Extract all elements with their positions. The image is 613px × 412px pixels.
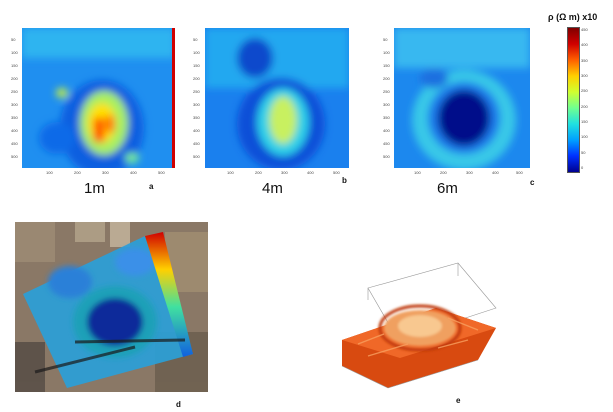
y-tick: 400 (193, 128, 200, 133)
x-tick: 500 (333, 170, 340, 175)
y-tick: 150 (383, 63, 390, 68)
x-tick: 400 (492, 170, 499, 175)
y-tick: 200 (11, 76, 18, 81)
y-tick: 250 (193, 89, 200, 94)
panel-letter-d: d (176, 400, 181, 409)
y-tick: 50 (193, 37, 198, 42)
y-tick: 150 (11, 63, 18, 68)
y-tick: 400 (11, 128, 18, 133)
y-tick: 100 (383, 50, 390, 55)
panel-letter-b: b (342, 176, 347, 185)
y-tick: 150 (193, 63, 200, 68)
resistivity-3d-model-image (341, 262, 497, 389)
x-tick: 300 (281, 170, 288, 175)
resistivity-map-4m-image (205, 28, 349, 168)
y-tick: 350 (383, 115, 390, 120)
y-tick: 350 (11, 115, 18, 120)
y-tick: 500 (11, 154, 18, 159)
resistivity-map-6m (394, 28, 530, 168)
x-tick: 400 (130, 170, 137, 175)
resistivity-map-1m (22, 28, 175, 168)
x-tick: 200 (74, 170, 81, 175)
depth-label-6m: 6m (437, 180, 458, 197)
y-tick: 100 (193, 50, 200, 55)
x-tick: 100 (414, 170, 421, 175)
depth-label-4m: 4m (262, 180, 283, 197)
aerial-overlay-photo (15, 222, 208, 392)
colorbar-tick: 100 (581, 134, 588, 139)
colorbar (567, 27, 580, 173)
y-tick: 500 (193, 154, 200, 159)
resistivity-map-1m-image (22, 28, 175, 168)
x-tick: 100 (46, 170, 53, 175)
panel-letter-c: c (530, 178, 535, 187)
x-tick: 400 (307, 170, 314, 175)
x-tick: 500 (516, 170, 523, 175)
x-tick: 100 (227, 170, 234, 175)
aerial-overlay-image (15, 222, 208, 392)
y-tick: 400 (383, 128, 390, 133)
colorbar-tick: 50 (581, 150, 586, 155)
colorbar-tick: 0 (581, 165, 584, 170)
panel-b-x-axis: 100 200 300 400 500 (205, 170, 349, 176)
colorbar-tick: 450 (581, 27, 588, 32)
y-tick: 250 (11, 89, 18, 94)
colorbar-tick: 350 (581, 58, 588, 63)
y-tick: 250 (383, 89, 390, 94)
y-tick: 300 (193, 102, 200, 107)
x-tick: 500 (158, 170, 165, 175)
resistivity-3d-model (328, 248, 498, 396)
colorbar-title: ρ (Ω m) x10 (548, 12, 598, 22)
y-tick: 450 (383, 141, 390, 146)
resistivity-map-6m-image (394, 28, 530, 168)
colorbar-ticks: 0 50 100 150 200 250 300 350 400 450 (581, 27, 601, 171)
x-tick: 200 (440, 170, 447, 175)
panel-c-x-axis: 100 200 300 400 500 (394, 170, 530, 176)
y-tick: 50 (11, 37, 16, 42)
panel-letter-a: a (149, 182, 154, 191)
y-tick: 200 (193, 76, 200, 81)
y-tick: 500 (383, 154, 390, 159)
y-tick: 100 (11, 50, 18, 55)
x-tick: 200 (255, 170, 262, 175)
y-tick: 50 (383, 37, 388, 42)
y-tick: 350 (193, 115, 200, 120)
y-tick: 450 (11, 141, 18, 146)
y-tick: 450 (193, 141, 200, 146)
resistivity-map-4m (205, 28, 349, 168)
colorbar-tick: 200 (581, 104, 588, 109)
y-tick: 300 (383, 102, 390, 107)
colorbar-tick: 300 (581, 73, 588, 78)
panel-letter-e: e (456, 396, 461, 405)
x-tick: 300 (102, 170, 109, 175)
colorbar-tick: 150 (581, 119, 588, 124)
colorbar-tick: 400 (581, 42, 588, 47)
depth-label-1m: 1m (84, 180, 105, 197)
y-tick: 300 (11, 102, 18, 107)
y-tick: 200 (383, 76, 390, 81)
colorbar-tick: 250 (581, 88, 588, 93)
x-tick: 300 (466, 170, 473, 175)
panel-a-x-axis: 100 200 300 400 500 (22, 170, 175, 176)
